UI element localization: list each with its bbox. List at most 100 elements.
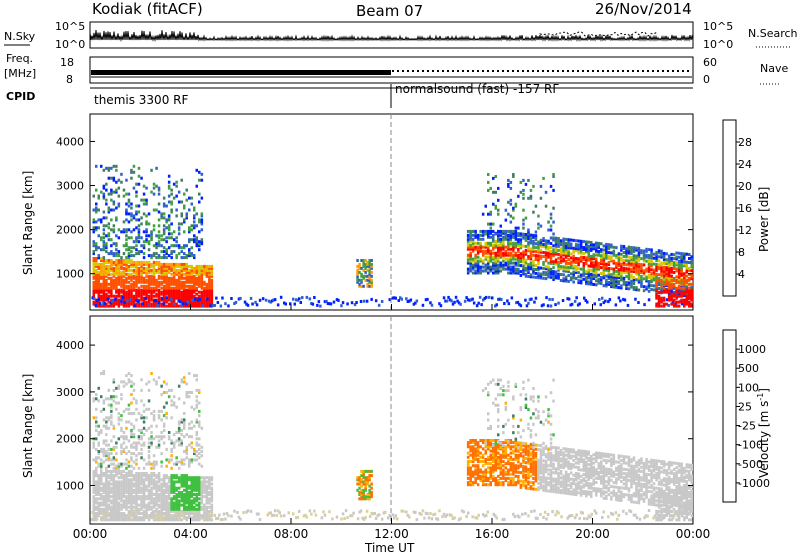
data-cell — [514, 202, 518, 206]
data-cell — [100, 276, 103, 280]
data-cell — [200, 266, 204, 270]
data-cell — [137, 490, 141, 494]
data-cell — [132, 302, 136, 306]
data-cell — [180, 514, 183, 518]
data-cell — [657, 296, 661, 300]
data-cell — [193, 286, 196, 290]
data-cell — [185, 262, 188, 266]
data-cell — [137, 503, 141, 507]
data-cell — [132, 412, 136, 415]
data-cell — [155, 260, 158, 264]
data-cell — [162, 238, 166, 242]
data-cell — [592, 273, 595, 277]
data-cell — [157, 202, 161, 206]
data-cell — [177, 486, 181, 490]
data-cell — [172, 401, 176, 405]
data-cell — [635, 286, 638, 290]
data-cell — [92, 294, 95, 298]
data-cell — [188, 478, 191, 482]
data-cell — [492, 261, 495, 265]
data-cell — [165, 488, 168, 492]
data-cell — [180, 476, 183, 480]
data-cell — [572, 280, 575, 284]
data-cell — [572, 238, 575, 242]
data-cell — [210, 296, 214, 300]
data-cell — [539, 238, 543, 242]
data-cell — [210, 286, 214, 290]
data-cell — [352, 511, 355, 515]
data-cell — [145, 240, 148, 244]
data-cell — [152, 304, 156, 308]
data-cell — [536, 516, 539, 520]
data-cell — [107, 486, 111, 490]
data-cell — [180, 256, 183, 260]
data-cell — [672, 278, 676, 282]
data-cell — [632, 278, 636, 281]
data-cell — [522, 254, 525, 258]
data-cell — [97, 480, 100, 484]
data-cell — [110, 176, 113, 180]
data-cell — [92, 286, 95, 290]
data-cell — [512, 257, 515, 261]
data-cell — [150, 431, 153, 434]
data-cell — [675, 294, 678, 298]
data-cell — [132, 228, 136, 232]
data-cell — [200, 505, 204, 509]
data-cell — [130, 499, 133, 503]
data-cell — [130, 478, 133, 482]
data-cell — [610, 281, 613, 285]
data-cell — [110, 395, 113, 399]
data-cell — [117, 288, 121, 292]
data-cell — [112, 252, 116, 256]
data-cell — [105, 286, 108, 290]
data-cell — [147, 290, 151, 294]
data-cell — [195, 276, 198, 280]
data-cell — [650, 250, 653, 254]
data-cell — [102, 232, 106, 236]
data-cell — [130, 422, 133, 426]
data-cell — [527, 265, 530, 268]
data-cell — [162, 300, 166, 304]
data-cell — [152, 409, 156, 413]
data-cell — [165, 416, 168, 420]
data-cell — [92, 478, 95, 482]
data-cell — [92, 399, 95, 403]
data-cell — [105, 490, 108, 494]
data-cell — [652, 262, 656, 266]
data-cell — [160, 503, 163, 507]
data-cell — [157, 256, 161, 260]
data-cell — [524, 298, 527, 302]
data-cell — [564, 253, 568, 257]
data-cell — [137, 174, 141, 178]
data-cell — [92, 280, 95, 284]
data-cell — [152, 486, 156, 490]
data-cell — [487, 267, 490, 271]
data-cell — [105, 420, 108, 424]
data-cell — [137, 266, 141, 270]
data-cell — [126, 299, 129, 303]
data-cell — [112, 230, 116, 234]
data-cell — [534, 230, 538, 234]
data-cell — [469, 265, 472, 269]
data-cell — [592, 253, 595, 257]
data-cell — [188, 196, 191, 200]
data-cell — [617, 296, 621, 300]
data-cell — [427, 516, 431, 520]
data-cell — [655, 259, 658, 262]
data-cell — [172, 262, 176, 266]
data-cell — [632, 266, 636, 270]
data-cell — [683, 286, 686, 290]
data-cell — [680, 292, 683, 296]
data-cell — [188, 274, 191, 278]
data-cell — [145, 407, 148, 411]
data-cell — [188, 497, 191, 501]
data-cell — [115, 480, 118, 484]
data-cell — [529, 275, 533, 279]
data-cell — [107, 168, 111, 172]
data-cell — [615, 265, 618, 269]
data-cell — [350, 301, 354, 305]
data-cell — [559, 251, 563, 255]
data-cell — [115, 505, 118, 509]
data-cell — [205, 300, 209, 304]
